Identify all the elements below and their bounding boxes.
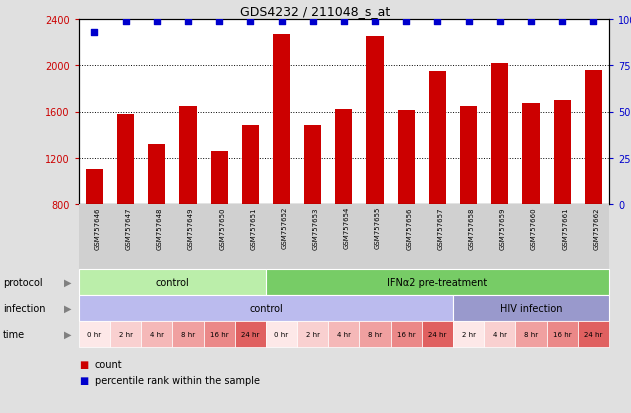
Point — [183, 19, 193, 25]
Text: 4 hr: 4 hr — [337, 331, 351, 337]
Text: count: count — [95, 359, 122, 369]
Point — [495, 19, 505, 25]
Text: protocol: protocol — [3, 277, 43, 287]
Text: 24 hr: 24 hr — [241, 331, 259, 337]
Point — [276, 19, 286, 25]
Bar — [273, 35, 290, 204]
Text: IFNα2 pre-treatment: IFNα2 pre-treatment — [387, 277, 488, 287]
Bar — [86, 170, 103, 204]
Text: GSM757653: GSM757653 — [313, 206, 319, 249]
Point — [90, 30, 100, 36]
Text: GDS4232 / 211048_s_at: GDS4232 / 211048_s_at — [240, 5, 391, 18]
Text: 24 hr: 24 hr — [428, 331, 447, 337]
Text: GSM757655: GSM757655 — [375, 206, 381, 249]
Text: HIV infection: HIV infection — [500, 303, 562, 313]
Text: percentile rank within the sample: percentile rank within the sample — [95, 375, 259, 385]
Bar — [148, 145, 165, 204]
Text: control: control — [155, 277, 189, 287]
Text: GSM757662: GSM757662 — [593, 206, 599, 249]
Bar — [211, 152, 228, 204]
Point — [245, 19, 256, 25]
Text: GSM757658: GSM757658 — [469, 206, 475, 249]
Bar — [491, 64, 509, 204]
Point — [121, 19, 131, 25]
Text: 4 hr: 4 hr — [493, 331, 507, 337]
Point — [401, 19, 411, 25]
Text: GSM757651: GSM757651 — [251, 206, 256, 249]
Text: ▶: ▶ — [64, 303, 71, 313]
Text: GSM757648: GSM757648 — [157, 206, 163, 249]
Text: 2 hr: 2 hr — [305, 331, 320, 337]
Text: 16 hr: 16 hr — [553, 331, 572, 337]
Text: infection: infection — [3, 303, 45, 313]
Text: GSM757661: GSM757661 — [562, 206, 568, 249]
Point — [526, 19, 536, 25]
Text: GSM757656: GSM757656 — [406, 206, 412, 249]
Text: GSM757650: GSM757650 — [219, 206, 225, 249]
Bar — [335, 110, 353, 204]
Text: ▶: ▶ — [64, 329, 71, 339]
Point — [308, 19, 318, 25]
Text: 16 hr: 16 hr — [397, 331, 416, 337]
Text: time: time — [3, 329, 25, 339]
Bar — [429, 72, 446, 204]
Bar — [367, 37, 384, 204]
Text: 2 hr: 2 hr — [462, 331, 476, 337]
Text: GSM757652: GSM757652 — [281, 206, 288, 249]
Text: ■: ■ — [79, 375, 88, 385]
Text: GSM757660: GSM757660 — [531, 206, 537, 249]
Text: ■: ■ — [79, 359, 88, 369]
Text: 0 hr: 0 hr — [88, 331, 102, 337]
Text: 16 hr: 16 hr — [210, 331, 228, 337]
Point — [464, 19, 474, 25]
Bar — [585, 71, 602, 204]
Text: 0 hr: 0 hr — [274, 331, 288, 337]
Text: 24 hr: 24 hr — [584, 331, 603, 337]
Text: GSM757647: GSM757647 — [126, 206, 132, 249]
Point — [588, 19, 598, 25]
Text: control: control — [249, 303, 283, 313]
Point — [339, 19, 349, 25]
Text: 8 hr: 8 hr — [368, 331, 382, 337]
Point — [557, 19, 567, 25]
Text: GSM757646: GSM757646 — [95, 206, 100, 249]
Text: GSM757659: GSM757659 — [500, 206, 506, 249]
Bar — [460, 107, 477, 204]
Text: GSM757649: GSM757649 — [188, 206, 194, 249]
Bar — [117, 114, 134, 204]
Text: GSM757657: GSM757657 — [437, 206, 444, 249]
Text: 4 hr: 4 hr — [150, 331, 164, 337]
Bar — [242, 126, 259, 204]
Point — [370, 19, 380, 25]
Text: ▶: ▶ — [64, 277, 71, 287]
Point — [432, 19, 442, 25]
Bar — [522, 104, 540, 204]
Bar — [179, 107, 197, 204]
Bar — [553, 101, 570, 204]
Bar — [304, 126, 321, 204]
Bar — [398, 111, 415, 204]
Text: 2 hr: 2 hr — [119, 331, 133, 337]
Text: 8 hr: 8 hr — [181, 331, 195, 337]
Point — [214, 19, 224, 25]
Point — [152, 19, 162, 25]
Text: GSM757654: GSM757654 — [344, 206, 350, 249]
Text: 8 hr: 8 hr — [524, 331, 538, 337]
